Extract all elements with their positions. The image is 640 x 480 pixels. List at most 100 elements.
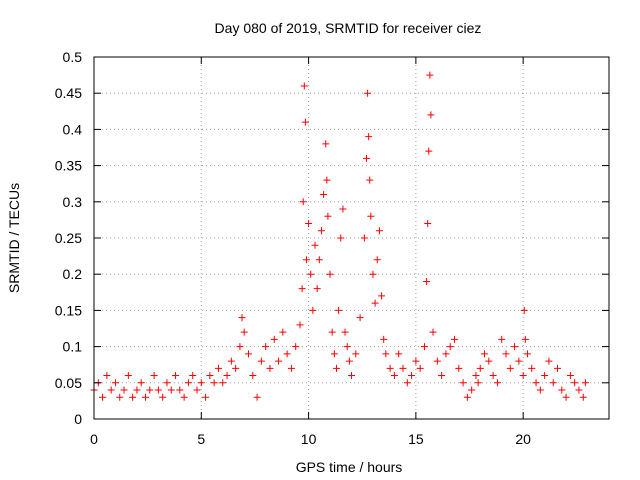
data-point [364,89,372,97]
data-point [257,357,265,365]
data-point [107,386,115,394]
data-point [380,335,388,343]
data-point [363,154,371,162]
data-point [425,147,433,155]
data-point [270,335,278,343]
data-point [223,372,231,380]
data-point [345,357,353,365]
data-point [219,379,227,387]
data-point [382,350,390,358]
data-point [442,350,450,358]
data-point [150,372,158,380]
data-point [412,357,420,365]
data-point [403,379,411,387]
y-tick-label: 0.35 [55,158,82,174]
data-point [245,350,252,358]
data-point [320,191,328,199]
data-point [532,379,540,387]
data-point [337,234,345,242]
data-point [360,234,368,242]
data-point [455,364,463,372]
data-point [463,393,471,401]
data-point [521,335,529,343]
data-point [386,364,394,372]
y-tick-label: 0.15 [55,302,82,318]
data-point [133,386,141,394]
data-point [137,379,145,387]
data-point [159,393,167,401]
y-tick-label: 0.25 [55,230,82,246]
data-point [545,357,553,365]
data-point [515,357,523,365]
data-point [520,306,528,314]
y-axis-label: SRMTID / TECUs [6,183,22,293]
data-point [299,198,307,206]
data-point [375,227,383,235]
data-point [249,372,257,380]
data-point [581,379,589,387]
data-point [429,328,437,336]
data-point [206,372,214,380]
data-point [305,220,313,228]
y-tick-label: 0.05 [55,375,82,391]
axis-ticks: 0 0.05 0.1 0.15 0.2 0.25 0.3 0.35 0.4 0.45 0.5 0 5 10… [55,49,609,447]
data-point [408,372,416,380]
data-point [99,393,107,401]
data-point [283,350,291,358]
data-point [476,364,484,372]
data-point [232,364,240,372]
data-point [301,118,309,126]
data-point [433,357,441,365]
data-point [423,277,431,285]
data-point [343,343,351,351]
data-point [124,372,132,380]
data-point [498,335,506,343]
data-point [373,256,381,264]
data-point [197,379,205,387]
data-point [300,82,308,90]
data-point [506,364,514,372]
data-point [311,241,319,249]
data-point [330,350,338,358]
data-point [493,379,501,387]
data-point [324,212,332,220]
x-tick-label: 5 [197,431,205,447]
data-point [446,343,454,351]
data-point [549,379,557,387]
data-point [352,350,360,358]
data-point [323,176,331,184]
data-point [451,335,458,343]
data-point [129,393,137,401]
data-point [172,372,180,380]
data-point [184,379,192,387]
y-tick-label: 0.4 [63,121,83,137]
data-point [571,379,579,387]
data-point [348,372,355,380]
data-point [365,133,373,141]
data-point [202,393,210,401]
data-point [302,256,310,264]
data-point [298,285,306,293]
data-point [326,270,334,278]
data-point [253,393,261,401]
data-point [262,343,270,351]
data-point [399,364,407,372]
data-point [227,357,235,365]
data-point [558,386,566,394]
data-point [279,328,287,336]
data-point [541,372,549,380]
data-point [266,364,274,372]
data-point [309,306,317,314]
data-point [142,393,149,401]
data-point [426,71,434,79]
x-tick-label: 10 [301,431,317,447]
data-point [163,379,171,387]
data-point [438,372,446,380]
data-point [307,270,315,278]
data-point [335,306,343,314]
data-point [566,372,574,380]
data-point [296,321,304,329]
data-point [390,372,398,380]
x-tick-label: 0 [90,431,98,447]
data-point [313,285,321,293]
